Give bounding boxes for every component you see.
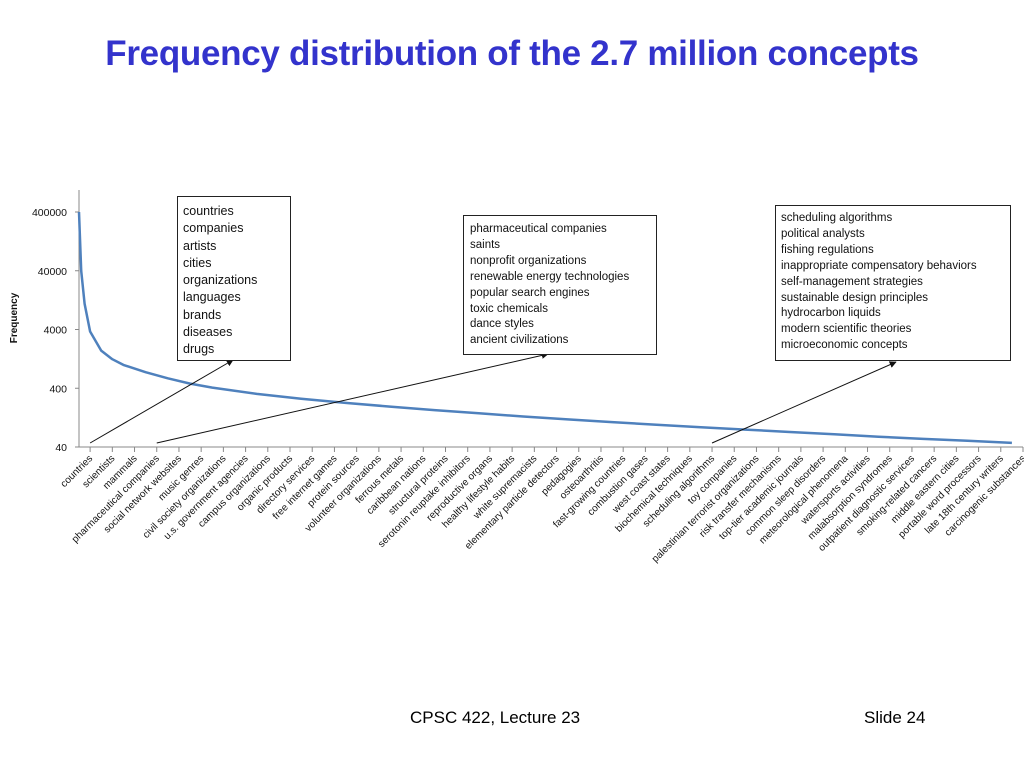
annotation-box-top-concepts: countries companies artists cities organizat… bbox=[177, 196, 291, 361]
footer-slide-number: Slide 24 bbox=[864, 708, 926, 727]
annotation-item: diseases bbox=[183, 325, 233, 340]
annotation-item: popular search engines bbox=[470, 286, 590, 299]
y-tick-label: 40000 bbox=[38, 266, 67, 278]
annotation-box-mid-concepts: pharmaceutical companies saints nonprofit … bbox=[463, 215, 657, 355]
annotation-item: fishing regulations bbox=[781, 243, 874, 256]
annotation-pointer-arrow bbox=[89, 359, 234, 444]
slide-title: Frequency distribution of the 2.7 millio… bbox=[105, 34, 919, 73]
annotation-item: artists bbox=[183, 238, 217, 253]
annotation-item: toxic chemicals bbox=[470, 302, 548, 315]
x-axis-ticks: countriesscientistsmammalspharmaceutical… bbox=[59, 447, 1024, 565]
annotation-pointers bbox=[89, 351, 897, 444]
annotation-item: cities bbox=[183, 255, 212, 270]
annotation-pointer-arrow bbox=[156, 351, 549, 444]
annotation-item: inappropriate compensatory behaviors bbox=[781, 259, 977, 272]
annotation-item: ancient civilizations bbox=[470, 334, 569, 347]
frequency-chart: 400000 40000 4000 400 40 countriesscientists… bbox=[9, 190, 1024, 565]
y-tick-label: 400 bbox=[49, 383, 67, 395]
annotation-item: nonprofit organizations bbox=[470, 254, 587, 267]
annotation-box-low-concepts: scheduling algorithms political analysts f… bbox=[775, 205, 1011, 361]
annotation-item: saints bbox=[470, 238, 501, 251]
footer-course: CPSC 422, Lecture 23 bbox=[410, 708, 581, 727]
annotation-item: sustainable design principles bbox=[781, 291, 929, 304]
annotation-item: self-management strategies bbox=[781, 275, 923, 288]
annotation-item: languages bbox=[183, 290, 241, 305]
annotation-item: hydrocarbon liquids bbox=[781, 307, 881, 320]
annotation-item: renewable energy technologies bbox=[470, 270, 630, 283]
annotation-item: drugs bbox=[183, 342, 215, 357]
annotation-item: organizations bbox=[183, 273, 258, 288]
annotation-item: dance styles bbox=[470, 318, 534, 331]
annotation-item: pharmaceutical companies bbox=[470, 223, 607, 235]
series-layer bbox=[77, 211, 1012, 445]
annotation-item: modern scientific theories bbox=[781, 323, 912, 336]
y-tick-label: 4000 bbox=[44, 325, 68, 337]
y-tick-label: 400000 bbox=[32, 207, 67, 219]
annotation-item: scheduling algorithms bbox=[781, 212, 893, 224]
annotation-pointer-arrow bbox=[711, 361, 897, 444]
y-axis-ticks: 400000 40000 4000 400 40 bbox=[32, 207, 79, 454]
annotation-item: brands bbox=[183, 307, 222, 322]
y-axis-label: Frequency bbox=[9, 292, 20, 343]
y-tick-label: 40 bbox=[55, 442, 67, 454]
annotation-item: countries bbox=[183, 204, 234, 218]
annotation-item: microeconomic concepts bbox=[781, 339, 908, 352]
annotation-item: political analysts bbox=[781, 227, 865, 240]
frequency-series-line bbox=[77, 211, 1012, 445]
annotation-item: companies bbox=[183, 221, 244, 236]
